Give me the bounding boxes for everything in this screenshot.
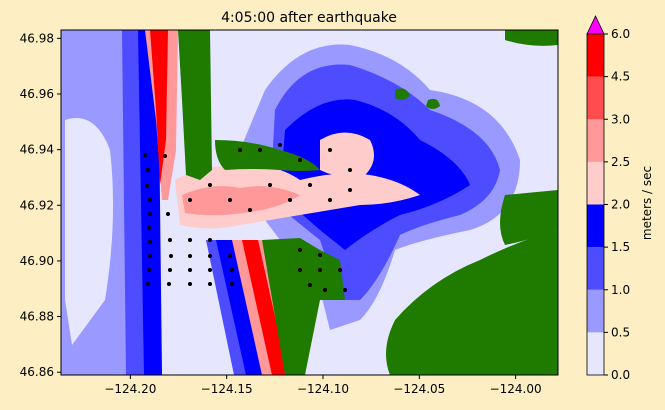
chart-title: 4:05:00 after earthquake [221, 10, 397, 26]
y-tick-label: 46.86 [20, 365, 54, 379]
south-blue-band [215, 240, 262, 375]
north-spit-land [178, 30, 212, 180]
northeast-land [505, 30, 558, 46]
colorbar-tick-label: 2.5 [611, 155, 630, 169]
colorbar-tick-label: 4.5 [611, 70, 630, 84]
colorbar-tick-label: 1.0 [611, 283, 630, 297]
colorbar-segment [587, 204, 604, 248]
colorbar: 0.0 0.5 1.0 1.5 2.0 2.5 3.0 4.5 6.0 [586, 15, 630, 382]
x-axis: −124.20 −124.15 −124.10 −124.05 −124.00 [104, 375, 542, 396]
colorbar-tick-label: 3.0 [611, 112, 630, 126]
y-tick-label: 46.94 [20, 143, 54, 157]
east-land-strip [500, 190, 558, 245]
south-spit-land [262, 238, 345, 375]
colorbar-extend-arrow [586, 15, 605, 35]
colorbar-segment [587, 34, 604, 77]
y-tick-label: 46.96 [20, 87, 54, 101]
x-tick-label: −124.05 [393, 382, 445, 396]
x-tick-label: −124.00 [490, 382, 542, 396]
y-tick-label: 46.88 [20, 310, 54, 324]
bay-entrance-core [182, 186, 300, 216]
colorbar-segment [587, 119, 604, 162]
y-tick-label: 46.92 [20, 198, 54, 212]
colorbar-segment [587, 161, 604, 205]
bay-island [395, 88, 410, 100]
colorbar-segment [587, 76, 604, 120]
colorbar-tick-label: 0.5 [611, 325, 630, 339]
south-channel-core [242, 240, 288, 375]
colorbar-tick-label: 1.5 [611, 240, 630, 254]
north-channel-core [150, 30, 168, 185]
colorbar-segment [587, 332, 604, 375]
colorbar-tick-label: 0.0 [611, 368, 630, 382]
x-tick-label: −124.20 [104, 382, 156, 396]
colorbar-segment [587, 289, 604, 333]
colorbar-segment [587, 247, 604, 290]
y-axis: 46.86 46.88 46.90 46.92 46.94 46.96 46.98 [20, 31, 61, 379]
south-pale-band [206, 240, 246, 375]
velocity-map [61, 30, 558, 375]
x-tick-label: −124.15 [201, 382, 253, 396]
x-tick-label: −124.10 [297, 382, 349, 396]
bay-islet [426, 98, 440, 109]
offshore-pale-patch [65, 118, 114, 345]
south-land-mass [386, 230, 558, 375]
north-land-lobe [215, 140, 320, 171]
y-tick-label: 46.90 [20, 254, 54, 268]
colorbar-tick-label: 2.0 [611, 198, 630, 212]
inner-bay-jet [320, 132, 374, 177]
colorbar-label: meters / sec [640, 166, 654, 240]
y-tick-label: 46.98 [20, 31, 54, 45]
colorbar-tick-label: 6.0 [611, 27, 630, 41]
gauge-points [143, 143, 352, 292]
plot-frame [60, 29, 559, 376]
